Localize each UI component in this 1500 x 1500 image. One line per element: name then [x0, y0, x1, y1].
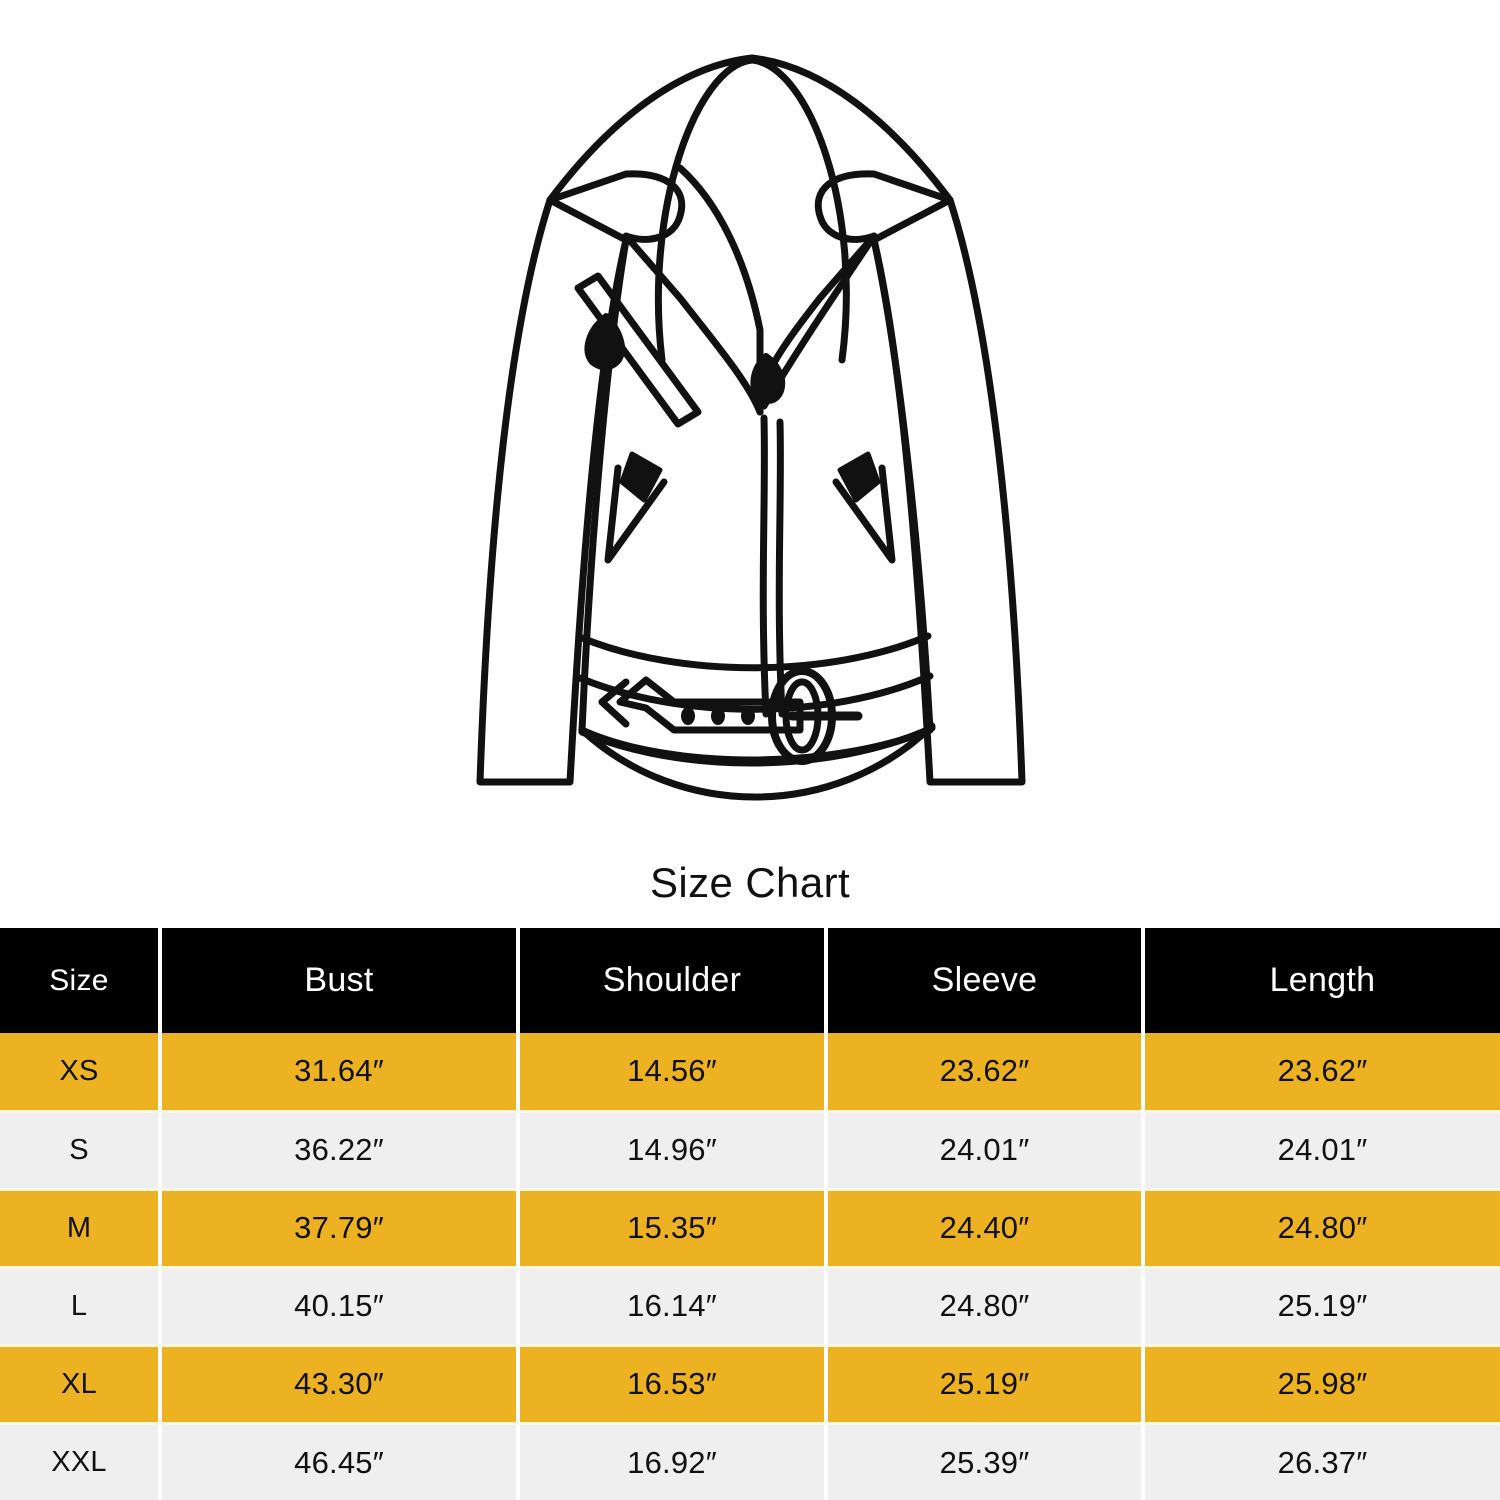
belt-strap-arrow-edge-2: [598, 698, 630, 728]
right-hand-pocket-zipper-pull: [837, 451, 881, 503]
table-header: Size Bust Shoulder Sleeve Length: [0, 928, 1500, 1033]
right-lapel: [756, 170, 954, 416]
cell-size: M: [0, 1187, 160, 1267]
belt-bottom-edge: [578, 724, 936, 767]
left-hand-pocket-zipper-pull: [619, 451, 663, 503]
cell-shoulder: 14.96″: [516, 1109, 826, 1189]
waistband-upper-line: [578, 632, 932, 672]
cell-sleeve: 23.62″: [824, 1033, 1143, 1111]
left-lapel: [546, 164, 764, 416]
belt-hole-2: [711, 707, 725, 725]
cell-sleeve: 24.80″: [824, 1265, 1143, 1345]
table-row: M 37.79″ 15.35″ 24.40″ 24.80″: [0, 1187, 1500, 1267]
cell-bust: 43.30″: [158, 1343, 518, 1423]
column-header-sleeve: Sleeve: [824, 928, 1143, 1033]
front-zipper-pull: [750, 353, 786, 404]
collar-outer-right: [748, 54, 954, 204]
cell-length: 24.01″: [1141, 1109, 1500, 1189]
table-row: XXL 46.45″ 16.92″ 25.39″ 26.37″: [0, 1421, 1500, 1500]
table-row: XL 43.30″ 16.53″ 25.19″ 25.98″: [0, 1343, 1500, 1423]
collar-outer-left: [546, 54, 756, 204]
belt-hole-3: [741, 707, 755, 725]
cell-sleeve: 25.39″: [824, 1421, 1143, 1500]
size-table-container: Size Bust Shoulder Sleeve Length XS 31.6…: [0, 928, 1500, 1500]
table-row: L 40.15″ 16.14″ 24.80″ 25.19″: [0, 1265, 1500, 1345]
chest-pocket-zipper-pull: [584, 313, 626, 371]
chest-zip-pocket: [574, 272, 702, 428]
table-row: XS 31.64″ 14.56″ 23.62″ 23.62″: [0, 1033, 1500, 1111]
cell-size: XXL: [0, 1421, 160, 1500]
cell-length: 23.62″: [1141, 1033, 1500, 1111]
cell-sleeve: 25.19″: [824, 1343, 1143, 1423]
cell-shoulder: 16.92″: [516, 1421, 826, 1500]
cell-bust: 37.79″: [158, 1187, 518, 1267]
right-sleeve: [870, 196, 1026, 786]
column-header-length: Length: [1141, 928, 1500, 1033]
belt-top-edge: [576, 672, 934, 713]
right-hand-pocket: [832, 464, 896, 564]
size-chart-table: Size Bust Shoulder Sleeve Length XS 31.6…: [0, 928, 1500, 1500]
cell-shoulder: 14.56″: [516, 1033, 826, 1111]
column-header-bust: Bust: [158, 928, 518, 1033]
left-hand-pocket: [604, 464, 668, 564]
cell-length: 24.80″: [1141, 1187, 1500, 1267]
jacket-illustration: [476, 54, 1026, 801]
cell-bust: 40.15″: [158, 1265, 518, 1345]
belt-strap-arrow-edge: [598, 678, 630, 706]
biker-jacket-icon: [476, 54, 1026, 801]
cell-size: XL: [0, 1343, 160, 1423]
belt-hole-1: [681, 707, 695, 725]
cell-bust: 46.45″: [158, 1421, 518, 1500]
cell-size: S: [0, 1109, 160, 1189]
page-title: Size Chart: [649, 859, 851, 906]
table-header-row: Size Bust Shoulder Sleeve Length: [0, 928, 1500, 1033]
cell-size: XS: [0, 1033, 160, 1111]
table-row: S 36.22″ 14.96″ 24.01″ 24.01″: [0, 1109, 1500, 1189]
cell-bust: 31.64″: [158, 1033, 518, 1111]
cell-sleeve: 24.01″: [824, 1109, 1143, 1189]
cell-shoulder: 15.35″: [516, 1187, 826, 1267]
neck-opening: [654, 56, 850, 364]
cell-sleeve: 24.40″: [824, 1187, 1143, 1267]
column-header-size: Size: [0, 928, 160, 1033]
table-body: XS 31.64″ 14.56″ 23.62″ 23.62″ S 36.22″ …: [0, 1033, 1500, 1500]
cell-length: 25.19″: [1141, 1265, 1500, 1345]
cell-shoulder: 16.14″: [516, 1265, 826, 1345]
cell-size: L: [0, 1265, 160, 1345]
cell-length: 26.37″: [1141, 1421, 1500, 1500]
cell-bust: 36.22″: [158, 1109, 518, 1189]
cell-length: 25.98″: [1141, 1343, 1500, 1423]
column-header-shoulder: Shoulder: [516, 928, 826, 1033]
cell-shoulder: 16.53″: [516, 1343, 826, 1423]
jacket-hem: [578, 722, 936, 801]
